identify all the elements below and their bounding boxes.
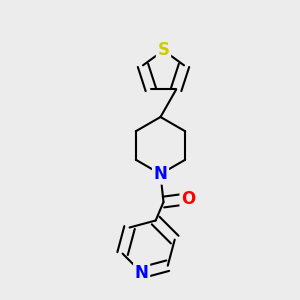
Text: S: S — [158, 41, 169, 59]
Text: N: N — [154, 165, 167, 183]
Text: O: O — [181, 190, 195, 208]
Text: N: N — [135, 264, 148, 282]
